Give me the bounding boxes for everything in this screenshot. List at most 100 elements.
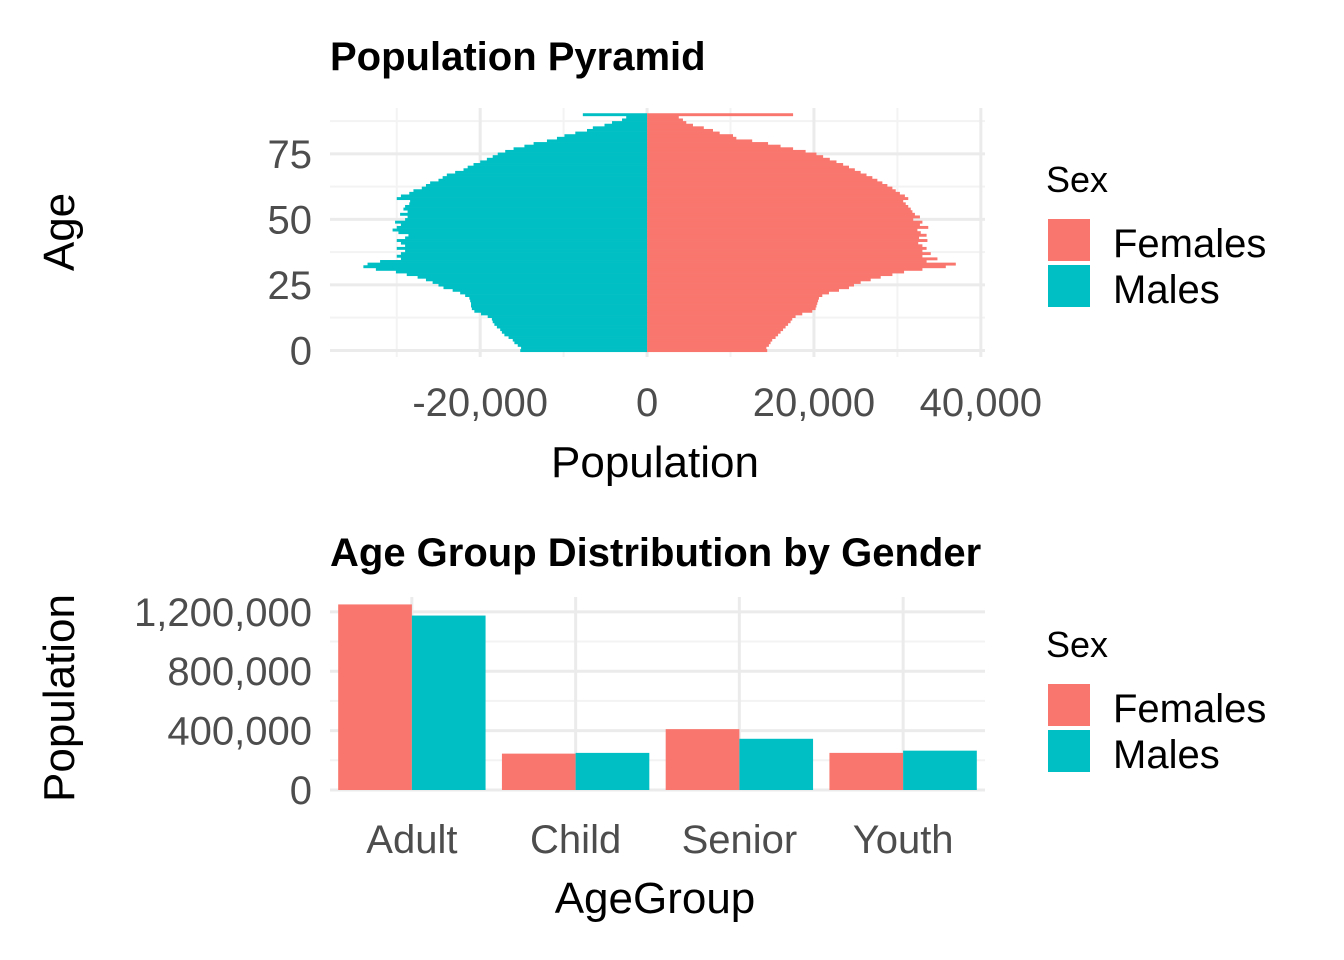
pyramid-bar-females — [647, 252, 931, 256]
pyramid-bar-males — [471, 307, 648, 311]
pyramid-bar-females — [647, 212, 915, 216]
pyramid-bar-males — [396, 239, 648, 242]
pyramid-x-tick-label: 0 — [636, 381, 658, 425]
pyramid-bar-males — [405, 244, 648, 248]
pyramid-bar-females — [647, 191, 900, 195]
pyramid-bar-males — [380, 260, 648, 263]
pyramid-bar-males — [432, 280, 648, 284]
pyramid-bar-males — [395, 270, 648, 274]
pyramid-bar-males — [367, 262, 648, 266]
age-group-x-tick-label: Youth — [853, 818, 954, 862]
pyramid-bar-males — [403, 207, 648, 211]
pyramid-bar-males — [481, 312, 648, 316]
pyramid-bar-females — [647, 165, 849, 169]
pyramid-legend-swatch-males — [1048, 265, 1090, 307]
pyramid-bar-males — [521, 346, 648, 350]
pyramid-bar-males — [413, 189, 648, 193]
pyramid-bar-males — [443, 286, 648, 290]
pyramid-bar-females — [647, 291, 829, 295]
pyramid-bar-females — [647, 283, 854, 287]
pyramid-bar-males — [408, 233, 648, 237]
pyramid-bar-males — [417, 275, 648, 279]
pyramid-bar-females — [647, 267, 923, 271]
pyramid-bar-males — [492, 155, 648, 159]
pyramid-bar-males — [396, 246, 648, 250]
pyramid-x-tick-label: 20,000 — [753, 381, 875, 425]
pyramid-bar-females — [647, 330, 781, 334]
pyramid-bar-males — [375, 267, 648, 271]
age-group-bar-females — [501, 753, 576, 790]
pyramid-bar-females — [647, 186, 893, 190]
pyramid-bar-males — [508, 336, 648, 339]
age-group-panel: Age Group Distribution by Gender 0 400,0… — [35, 531, 1266, 923]
pyramid-bar-males — [575, 131, 648, 135]
pyramid-bar-females — [647, 228, 918, 232]
pyramid-bar-females — [647, 176, 873, 180]
pyramid-bar-females — [647, 168, 855, 172]
pyramid-bar-females — [647, 189, 896, 193]
age-group-legend: Sex Females Males — [1046, 624, 1266, 777]
pyramid-bar-males — [438, 178, 648, 182]
pyramid-bar-males — [494, 322, 648, 326]
pyramid-bar-males — [421, 186, 648, 190]
pyramid-bar-females — [647, 121, 687, 125]
age-group-bar-females — [829, 752, 904, 790]
pyramid-bar-males — [556, 136, 648, 140]
pyramid-bar-females — [647, 184, 888, 187]
pyramid-bar-males — [471, 301, 648, 305]
pyramid-x-tick-labels: -20,000 0 20,000 40,000 — [412, 381, 1042, 425]
pyramid-bar-females — [647, 309, 813, 313]
pyramid-bar-males — [425, 184, 648, 187]
pyramid-bar-females — [647, 286, 849, 290]
pyramid-bar-females — [647, 307, 816, 311]
pyramid-bar-males — [473, 163, 648, 166]
pyramid-bar-females — [647, 163, 844, 166]
pyramid-bar-females — [647, 147, 794, 151]
pyramid-bar-females — [647, 170, 861, 174]
pyramid-x-axis-title: Population — [551, 438, 759, 487]
pyramid-y-axis-title: Age — [35, 193, 84, 271]
pyramid-bar-females — [647, 273, 893, 277]
pyramid-bar-males — [626, 115, 648, 119]
age-group-legend-label-males: Males — [1113, 733, 1220, 777]
age-group-bar-males — [903, 750, 977, 790]
pyramid-bar-females — [647, 280, 861, 284]
pyramid-bar-males — [396, 254, 648, 258]
age-group-x-tick-label: Child — [530, 818, 621, 862]
pyramid-bar-males — [524, 144, 648, 148]
pyramid-bars — [363, 113, 956, 353]
pyramid-bar-males — [513, 147, 648, 151]
pyramid-title: Population Pyramid — [330, 35, 706, 79]
pyramid-y-tick-label: 75 — [268, 133, 313, 177]
pyramid-bar-females — [647, 239, 928, 242]
pyramid-bar-females — [647, 160, 837, 164]
pyramid-bar-males — [400, 241, 648, 245]
pyramid-bar-males — [405, 236, 648, 240]
pyramid-bar-males — [400, 252, 648, 256]
pyramid-bar-males — [474, 309, 648, 313]
pyramid-y-tick-label: 25 — [268, 264, 313, 308]
pyramid-bar-males — [400, 223, 648, 227]
pyramid-panel: Population Pyramid 0 25 50 75 -20,000 0 … — [35, 35, 1266, 487]
pyramid-legend-title: Sex — [1046, 159, 1108, 200]
pyramid-bar-males — [492, 320, 648, 324]
age-group-y-tick-label: 0 — [290, 769, 312, 813]
pyramid-bar-females — [647, 275, 881, 279]
age-group-bar-males — [739, 738, 814, 790]
pyramid-bar-males — [409, 202, 648, 206]
pyramid-bar-males — [425, 278, 648, 282]
pyramid-bar-males — [612, 121, 648, 125]
pyramid-bar-females — [647, 215, 920, 219]
pyramid-bar-females — [647, 249, 923, 253]
pyramid-bar-males — [465, 294, 648, 298]
pyramid-bar-males — [407, 210, 648, 214]
pyramid-bar-males — [520, 349, 648, 353]
pyramid-y-tick-label: 0 — [290, 329, 312, 373]
pyramid-bar-females — [647, 265, 946, 269]
pyramid-bar-females — [647, 333, 779, 337]
pyramid-bar-males — [455, 170, 648, 174]
pyramid-legend-label-males: Males — [1113, 268, 1220, 312]
pyramid-bar-males — [406, 273, 648, 277]
age-group-legend-label-females: Females — [1113, 687, 1266, 731]
pyramid-bar-males — [604, 123, 648, 127]
